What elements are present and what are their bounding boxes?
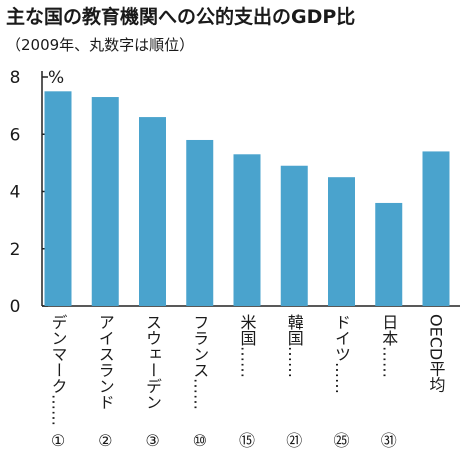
category-label: アイスランド [96,314,115,410]
bar [44,91,72,306]
chart-subtitle: （2009年、丸数字は順位） [6,36,195,54]
bar [139,117,166,306]
y-tick-label: 2 [10,240,21,260]
rank-label: ② [98,431,112,450]
chart-title: 主な国の教育機関への公的支出のGDP比 [6,6,356,28]
rank-label: ③ [145,431,159,450]
bar [91,97,119,306]
y-tick-label: 4 [10,183,21,203]
category-label: デンマーク…… [49,314,68,426]
y-unit-label: % [48,68,64,88]
bars [44,91,450,306]
category-label: 米国…… [238,314,257,378]
category-label: 韓国…… [285,314,304,378]
y-tick-label: 0 [10,297,21,317]
category-label: ドイツ…… [332,314,351,394]
category-label: 日本…… [379,314,398,378]
y-tick-label: 6 [10,125,21,145]
rank-label: ⑮ [239,431,255,450]
category-labels: デンマーク…… アイスランド スウェーデン フランス…… 米国…… 韓国…… ドイツ…… 日本… [49,314,446,426]
category-label: スウェーデン [143,314,162,410]
rank-labels: ① ② ③ ⑩ ⑮ ㉑ ㉕ ㉛ [51,431,397,450]
rank-label: ㉕ [333,431,349,450]
bar [375,202,403,306]
rank-label: ㉑ [286,431,302,450]
category-label: OECD平均 [427,314,446,393]
y-tick-label: 8 [10,68,21,88]
bar [280,165,308,306]
bar [233,154,261,306]
bar [422,151,450,306]
rank-label: ㉛ [381,431,397,450]
rank-label: ⑩ [193,431,207,450]
bar [328,177,355,306]
rank-label: ① [51,431,65,450]
category-label: フランス…… [190,314,209,410]
bar [186,139,214,306]
